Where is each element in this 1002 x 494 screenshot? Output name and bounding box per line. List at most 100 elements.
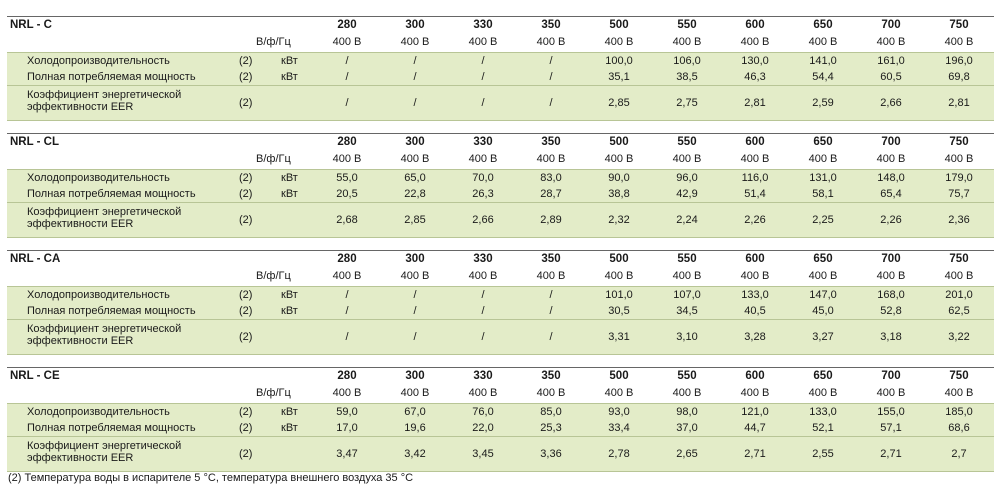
value-cell: 2,26 bbox=[744, 214, 766, 226]
voltage-cell: 400 В bbox=[944, 387, 974, 399]
value-cell: 3,18 bbox=[880, 331, 902, 343]
value-cell: 3,45 bbox=[472, 448, 494, 460]
value-cell: / bbox=[549, 97, 553, 109]
value-cell: 3,10 bbox=[676, 331, 698, 343]
size-header-row: NRL - CA 280 300 330 350 500 550 600 650 700 750 bbox=[7, 253, 994, 267]
value-cell: 2,89 bbox=[540, 214, 562, 226]
size-cell: 600 bbox=[745, 370, 765, 382]
value-cell: 69,8 bbox=[948, 71, 970, 83]
value-cell: / bbox=[413, 305, 417, 317]
voltage-cell: 400 В bbox=[808, 153, 838, 165]
value-cell: 2,66 bbox=[472, 214, 494, 226]
value-cell: 133,0 bbox=[741, 289, 769, 301]
table-row: Полная потребляемая мощность (2) кВт 17,0 19… bbox=[7, 420, 994, 437]
model-name: NRL - CL bbox=[10, 136, 59, 148]
parameter-label: Холодопроизводительность bbox=[27, 55, 170, 67]
table-row: Холодопроизводительность (2) кВт 59,0 67,0 76… bbox=[7, 403, 994, 421]
parameter-label: Полная потребляемая мощность bbox=[27, 71, 196, 83]
size-cell: 350 bbox=[541, 253, 561, 265]
footnote-ref: (2) bbox=[239, 97, 253, 109]
parameter-label: Полная потребляемая мощность bbox=[27, 188, 196, 200]
parameter-label-line1: Коэффициент энергетической bbox=[27, 440, 182, 452]
size-cell: 550 bbox=[677, 253, 697, 265]
value-cell: 141,0 bbox=[809, 55, 837, 67]
parameter-label: Холодопроизводительность bbox=[27, 172, 170, 184]
value-cell: 52,1 bbox=[812, 422, 834, 434]
voltage-cell: 400 В bbox=[672, 153, 702, 165]
unit-label: кВт bbox=[281, 422, 298, 434]
value-cell: 98,0 bbox=[676, 406, 698, 418]
model-name: NRL - CE bbox=[10, 370, 60, 382]
value-cell: 100,0 bbox=[605, 55, 633, 67]
value-cell: 2,65 bbox=[676, 448, 698, 460]
size-cell: 280 bbox=[337, 136, 357, 148]
value-cell: 130,0 bbox=[741, 55, 769, 67]
value-cell: / bbox=[549, 331, 553, 343]
value-cell: 148,0 bbox=[877, 172, 905, 184]
value-cell: 2,36 bbox=[948, 214, 970, 226]
value-cell: / bbox=[413, 71, 417, 83]
value-cell: 62,5 bbox=[948, 305, 970, 317]
value-cell: / bbox=[481, 331, 485, 343]
size-cell: 650 bbox=[813, 19, 833, 31]
footnote-ref: (2) bbox=[239, 331, 253, 343]
size-cell: 700 bbox=[881, 136, 901, 148]
voltage-cell: 400 В bbox=[876, 387, 906, 399]
parameter-label: Коэффициент энергетической эффективности … bbox=[27, 323, 181, 347]
unit-label: кВт bbox=[281, 305, 298, 317]
voltage-cell: 400 В bbox=[944, 36, 974, 48]
value-cell: 45,0 bbox=[812, 305, 834, 317]
size-cell: 330 bbox=[473, 136, 493, 148]
table-row: Коэффициент энергетической эффективности … bbox=[7, 320, 994, 355]
voltage-cell: 400 В bbox=[604, 36, 634, 48]
parameter-label: Холодопроизводительность bbox=[27, 406, 170, 418]
size-cell: 550 bbox=[677, 136, 697, 148]
voltage-cell: 400 В bbox=[876, 153, 906, 165]
value-cell: 201,0 bbox=[945, 289, 973, 301]
table-row: Холодопроизводительность (2) кВт / / / / 101,0 1… bbox=[7, 286, 994, 304]
voltage-cell: 400 В bbox=[400, 387, 430, 399]
footnote-ref: (2) bbox=[239, 448, 253, 460]
voltage-cell: 400 В bbox=[808, 387, 838, 399]
value-cell: 20,5 bbox=[336, 188, 358, 200]
parameter-label: Полная потребляемая мощность bbox=[27, 305, 196, 317]
value-cell: 3,27 bbox=[812, 331, 834, 343]
value-cell: 42,9 bbox=[676, 188, 698, 200]
value-cell: / bbox=[549, 71, 553, 83]
value-cell: 85,0 bbox=[540, 406, 562, 418]
value-cell: 75,7 bbox=[948, 188, 970, 200]
value-cell: 2,81 bbox=[948, 97, 970, 109]
size-cell: 700 bbox=[881, 253, 901, 265]
value-cell: 22,8 bbox=[404, 188, 426, 200]
parameter-label: Холодопроизводительность bbox=[27, 289, 170, 301]
voltage-cell: 400 В bbox=[604, 153, 634, 165]
voltage-cell: 400 В bbox=[400, 36, 430, 48]
table-row: Коэффициент энергетической эффективности … bbox=[7, 86, 994, 121]
value-cell: / bbox=[413, 97, 417, 109]
voltage-cell: 400 В bbox=[400, 153, 430, 165]
voltage-label: В/ф/Гц bbox=[256, 153, 291, 165]
value-cell: / bbox=[345, 55, 349, 67]
unit-label: кВт bbox=[281, 406, 298, 418]
size-cell: 650 bbox=[813, 370, 833, 382]
size-cell: 600 bbox=[745, 136, 765, 148]
value-cell: 2,71 bbox=[880, 448, 902, 460]
footnote-ref: (2) bbox=[239, 172, 253, 184]
voltage-cell: 400 В bbox=[468, 153, 498, 165]
value-cell: 65,0 bbox=[404, 172, 426, 184]
value-cell: 59,0 bbox=[336, 406, 358, 418]
voltage-cell: 400 В bbox=[672, 270, 702, 282]
size-header-row: NRL - CE 280 300 330 350 500 550 600 650 700 750 bbox=[7, 370, 994, 384]
value-cell: 185,0 bbox=[945, 406, 973, 418]
size-cell: 300 bbox=[405, 136, 425, 148]
value-cell: 133,0 bbox=[809, 406, 837, 418]
voltage-cell: 400 В bbox=[876, 36, 906, 48]
value-cell: 2,78 bbox=[608, 448, 630, 460]
value-cell: / bbox=[413, 289, 417, 301]
voltage-row: В/ф/Гц 400 В 400 В 400 В 400 В 400 В 400 В 400 … bbox=[7, 387, 994, 401]
value-cell: 2,71 bbox=[744, 448, 766, 460]
voltage-cell: 400 В bbox=[468, 387, 498, 399]
size-cell: 750 bbox=[949, 136, 969, 148]
size-cell: 700 bbox=[881, 19, 901, 31]
value-cell: 168,0 bbox=[877, 289, 905, 301]
